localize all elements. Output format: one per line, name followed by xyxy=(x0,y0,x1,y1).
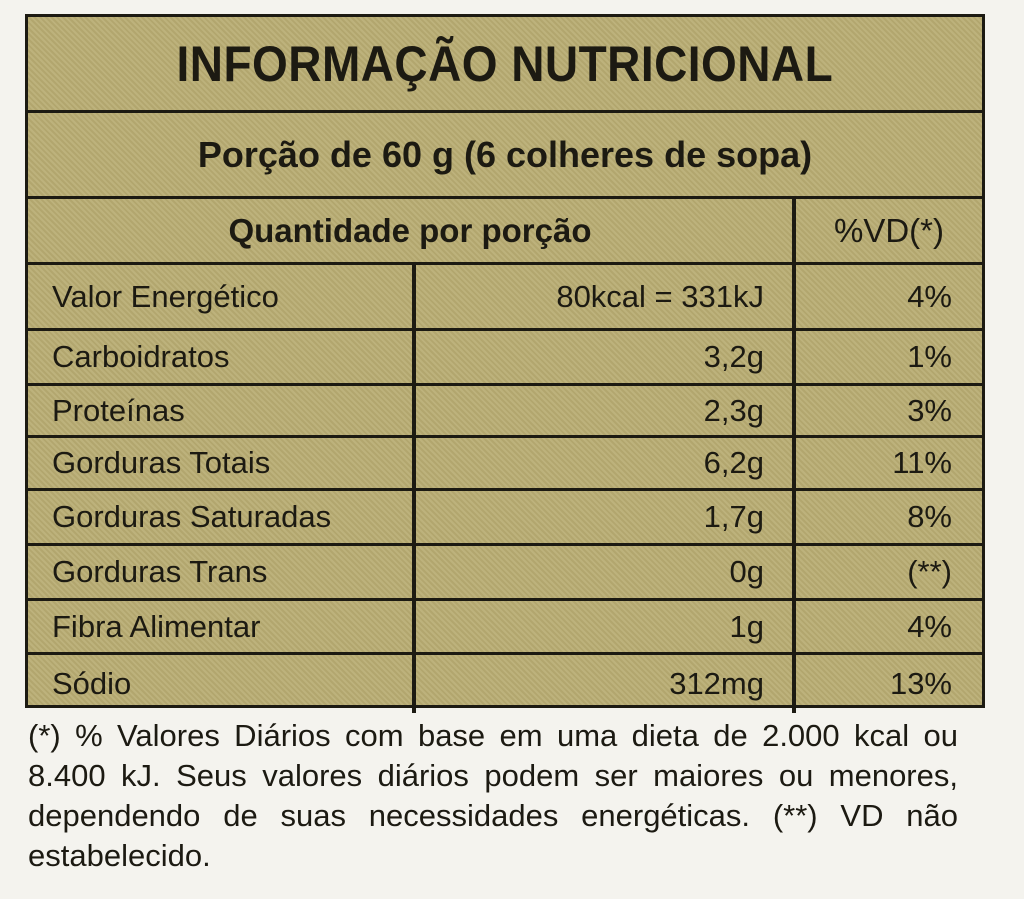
table-header: Quantidade por porção %VD(*) xyxy=(28,199,982,265)
amount: 6,2g xyxy=(416,438,796,488)
daily-value: 4% xyxy=(907,278,952,314)
amount: 312mg xyxy=(416,655,796,713)
serving: Porção de 60 g (6 colheres de sopa) xyxy=(197,133,813,175)
table-row: Gorduras Trans 0g (**) xyxy=(28,546,982,601)
nutrient-name: Valor Energético xyxy=(28,265,416,328)
nutrition-table: Quantidade por porção %VD(*) Valor Energ… xyxy=(28,199,982,713)
table-row: Valor Energético 80kcal = 331kJ 4% xyxy=(28,265,982,331)
nutrient-name: Carboidratos xyxy=(28,331,416,383)
daily-value: 8% xyxy=(907,499,952,534)
daily-value: (**) xyxy=(907,554,952,589)
nutrient-name: Proteínas xyxy=(28,386,416,435)
nutrient-name: Gorduras Saturadas xyxy=(28,491,416,543)
amount: 1,7g xyxy=(416,491,796,543)
table-row: Carboidratos 3,2g 1% xyxy=(28,331,982,386)
daily-value: 13% xyxy=(889,666,952,701)
nutrient-name: Fibra Alimentar xyxy=(28,601,416,652)
amount: 1g xyxy=(416,601,796,652)
table-row: Gorduras Totais 6,2g 11% xyxy=(28,438,982,491)
nutrient-name: Sódio xyxy=(28,655,416,713)
amount: 3,2g xyxy=(416,331,796,383)
footnote: (*) % Valores Diários com base em uma di… xyxy=(28,718,958,873)
daily-value: 4% xyxy=(907,608,952,644)
column-header: Quantidade por porção xyxy=(28,199,796,262)
table-row: Proteínas 2,3g 3% xyxy=(28,386,982,438)
title: INFORMAÇÃO NUTRICIONAL xyxy=(176,35,834,92)
table-row: Fibra Alimentar 1g 4% xyxy=(28,601,982,655)
daily-value: 3% xyxy=(907,392,952,428)
amount: 0g xyxy=(416,546,796,598)
amount: 80kcal = 331kJ xyxy=(416,265,796,328)
title-row: INFORMAÇÃO NUTRICIONAL xyxy=(28,17,982,113)
table-row: Sódio 312mg 13% xyxy=(28,655,982,713)
nutrient-name: Gorduras Trans xyxy=(28,546,416,598)
daily-value: 1% xyxy=(907,339,952,374)
column-header: %VD(*) xyxy=(833,211,944,249)
daily-value: 11% xyxy=(892,445,952,480)
serving-row: Porção de 60 g (6 colheres de sopa) xyxy=(28,113,982,199)
amount: 2,3g xyxy=(416,386,796,435)
nutrition-label: INFORMAÇÃO NUTRICIONAL Porção de 60 g (6… xyxy=(25,14,985,713)
table-row: Gorduras Saturadas 1,7g 8% xyxy=(28,491,982,546)
nutrient-name: Gorduras Totais xyxy=(28,438,416,488)
